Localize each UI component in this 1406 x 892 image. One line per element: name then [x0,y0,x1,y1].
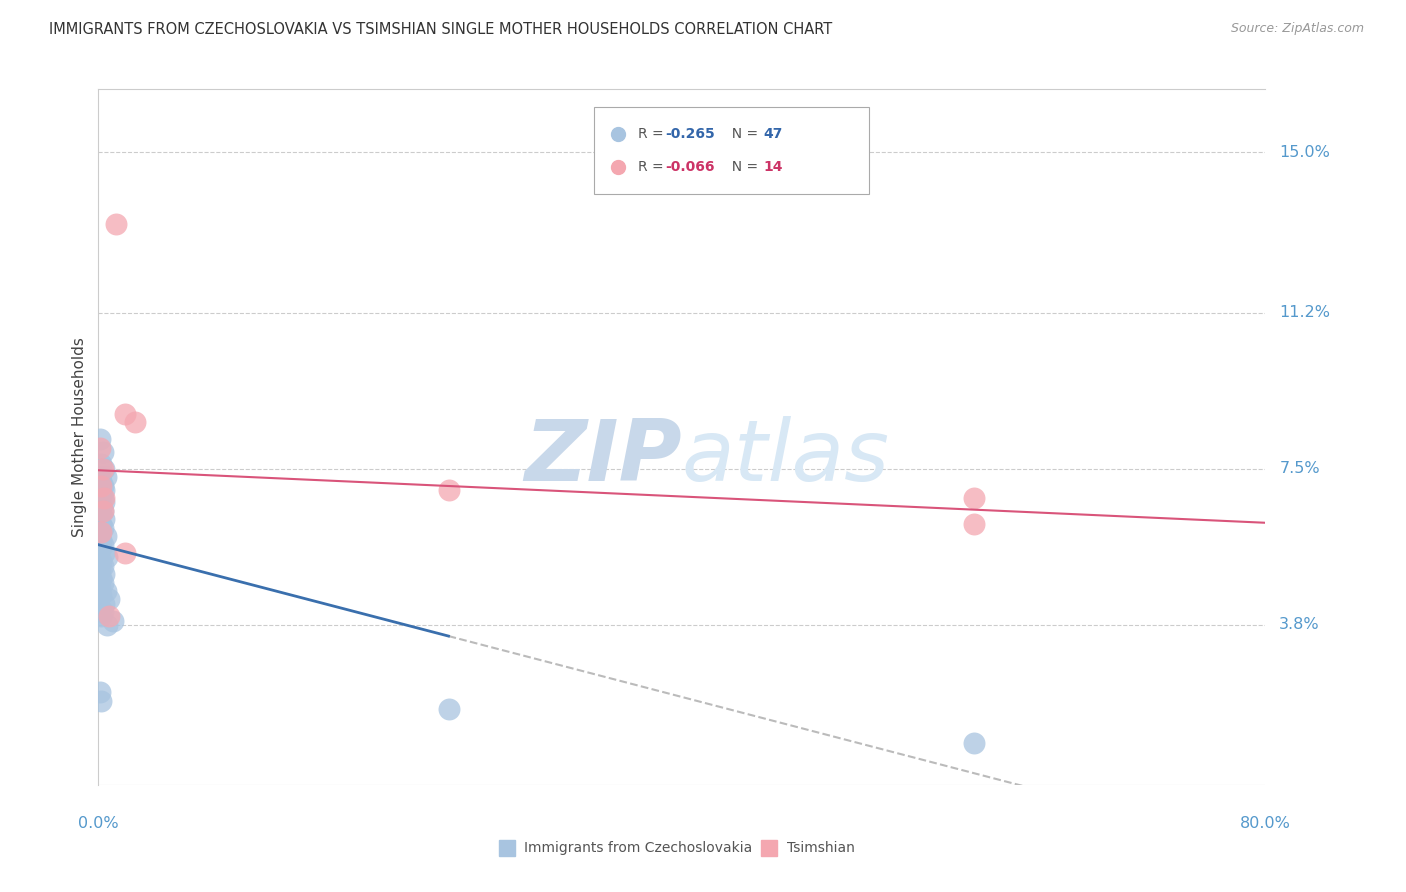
Point [93,546,115,560]
Point [93,491,115,506]
Point [91,461,114,475]
FancyBboxPatch shape [595,106,869,194]
Point [90,475,112,489]
Point [91,504,114,518]
Point [89,441,111,455]
Point [90,588,112,602]
Point [89,495,111,509]
Point [97,609,120,624]
Point [91,478,114,492]
Point [89,483,111,497]
Point [114,407,136,421]
Point [90,516,112,531]
Point [90,487,112,501]
Point [89,685,111,699]
Point [91,521,114,535]
Point [90,458,112,472]
Point [96,617,118,632]
Point [93,567,115,582]
Text: R =: R = [637,161,668,174]
Point [90,524,112,539]
Text: 7.5%: 7.5% [1279,461,1320,476]
Point [89,600,111,615]
Point [90,693,112,707]
Text: N =: N = [723,161,762,174]
Point [962,491,984,506]
Text: 15.0%: 15.0% [1279,145,1330,160]
Text: 3.8%: 3.8% [1279,617,1320,632]
Point [91,558,114,573]
Text: 11.2%: 11.2% [1279,305,1330,320]
Point [90,571,112,585]
Text: ZIP: ZIP [524,417,682,500]
Point [90,609,112,624]
Point [104,217,127,231]
Point [97,592,120,607]
Point [124,415,146,429]
Point [962,736,984,750]
Point [94,529,117,543]
Text: R =: R = [637,128,668,142]
Point [94,470,117,484]
Point [93,597,115,611]
Y-axis label: Single Mother Households: Single Mother Households [72,337,87,537]
Point [437,702,460,716]
Point [89,524,111,539]
Point [93,461,115,475]
Text: Immigrants from Czechoslovakia: Immigrants from Czechoslovakia [524,840,752,855]
Point [89,580,111,594]
Point [91,445,114,459]
Point [93,495,115,509]
Text: Source: ZipAtlas.com: Source: ZipAtlas.com [1230,22,1364,36]
Text: 80.0%: 80.0% [1240,815,1291,830]
Point [96,550,118,565]
Point [91,504,114,518]
Point [90,500,112,514]
Text: Tsimshian: Tsimshian [787,840,855,855]
Text: 14: 14 [763,161,783,174]
Point [90,554,112,568]
Point [90,478,112,492]
Point [93,512,115,526]
Text: 47: 47 [763,128,783,142]
Point [101,614,124,628]
Point [89,541,111,556]
Text: IMMIGRANTS FROM CZECHOSLOVAKIA VS TSIMSHIAN SINGLE MOTHER HOUSEHOLDS CORRELATION: IMMIGRANTS FROM CZECHOSLOVAKIA VS TSIMSH… [49,22,832,37]
Point [114,546,136,560]
Point [962,516,984,531]
Text: N =: N = [723,128,762,142]
Point [437,483,460,497]
Point [90,533,112,548]
Point [89,470,111,484]
Point [89,432,111,446]
Text: 0.0%: 0.0% [79,815,118,830]
Point [91,575,114,590]
Point [91,491,114,506]
Point [89,508,111,522]
Point [94,584,117,599]
Text: atlas: atlas [682,417,890,500]
Point [91,538,114,552]
Text: -0.066: -0.066 [665,161,716,174]
Point [91,605,114,619]
Point [89,563,111,577]
Text: -0.265: -0.265 [665,128,716,142]
Point [93,483,115,497]
